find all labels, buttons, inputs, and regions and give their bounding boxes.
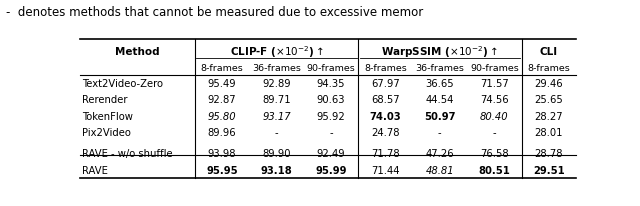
Text: 92.49: 92.49 <box>317 149 345 159</box>
Text: -: - <box>275 127 278 137</box>
Text: 36-frames: 36-frames <box>415 63 464 72</box>
Text: CLIP-F ($\times10^{-2}$)$\uparrow$: CLIP-F ($\times10^{-2}$)$\uparrow$ <box>230 44 323 60</box>
Text: 95.92: 95.92 <box>317 111 345 121</box>
Text: 36.65: 36.65 <box>426 79 454 89</box>
Text: 92.87: 92.87 <box>207 95 236 105</box>
Text: 92.89: 92.89 <box>262 79 291 89</box>
Text: 89.96: 89.96 <box>207 127 236 137</box>
Text: 95.95: 95.95 <box>206 165 237 175</box>
Text: 29.51: 29.51 <box>533 165 564 175</box>
Text: CLI: CLI <box>540 47 558 57</box>
Text: 36-frames: 36-frames <box>252 63 301 72</box>
Text: 47.26: 47.26 <box>426 149 454 159</box>
Text: 44.54: 44.54 <box>426 95 454 105</box>
Text: 68.57: 68.57 <box>371 95 399 105</box>
Text: 93.17: 93.17 <box>262 111 291 121</box>
Text: 89.90: 89.90 <box>262 149 291 159</box>
Text: 8-frames: 8-frames <box>200 63 243 72</box>
Text: 71.44: 71.44 <box>371 165 399 175</box>
Text: 48.81: 48.81 <box>426 165 454 175</box>
Text: 93.98: 93.98 <box>207 149 236 159</box>
Text: 74.56: 74.56 <box>480 95 509 105</box>
Text: 95.99: 95.99 <box>315 165 347 175</box>
Text: 8-frames: 8-frames <box>364 63 406 72</box>
Text: -: - <box>492 127 496 137</box>
Text: 90.63: 90.63 <box>317 95 345 105</box>
Text: 28.01: 28.01 <box>534 127 563 137</box>
Text: 28.78: 28.78 <box>534 149 563 159</box>
Text: 90-frames: 90-frames <box>307 63 355 72</box>
Text: 80.40: 80.40 <box>480 111 509 121</box>
Text: -  denotes methods that cannot be measured due to excessive memor: - denotes methods that cannot be measure… <box>6 6 424 19</box>
Text: 95.80: 95.80 <box>207 111 236 121</box>
Text: 71.57: 71.57 <box>480 79 509 89</box>
Text: 25.65: 25.65 <box>534 95 563 105</box>
Text: WarpSSIM ($\times10^{-2}$)$\uparrow$: WarpSSIM ($\times10^{-2}$)$\uparrow$ <box>381 44 498 60</box>
Text: 89.71: 89.71 <box>262 95 291 105</box>
Text: 24.78: 24.78 <box>371 127 399 137</box>
Text: 80.51: 80.51 <box>478 165 510 175</box>
Text: 76.58: 76.58 <box>480 149 509 159</box>
Text: 8-frames: 8-frames <box>527 63 570 72</box>
Text: Rerender: Rerender <box>83 95 128 105</box>
Text: 94.35: 94.35 <box>317 79 345 89</box>
Text: RAVE: RAVE <box>83 165 108 175</box>
Text: 67.97: 67.97 <box>371 79 400 89</box>
Text: Method: Method <box>115 47 159 57</box>
Text: 71.78: 71.78 <box>371 149 399 159</box>
Text: -: - <box>438 127 442 137</box>
Text: 93.18: 93.18 <box>260 165 292 175</box>
Text: RAVE - w/o shuffle: RAVE - w/o shuffle <box>83 149 173 159</box>
Text: TokenFlow: TokenFlow <box>83 111 133 121</box>
Text: 28.27: 28.27 <box>534 111 563 121</box>
Text: Pix2Video: Pix2Video <box>83 127 131 137</box>
Text: -: - <box>329 127 333 137</box>
Text: 50.97: 50.97 <box>424 111 456 121</box>
Text: 29.46: 29.46 <box>534 79 563 89</box>
Text: 90-frames: 90-frames <box>470 63 518 72</box>
Text: Text2Video-Zero: Text2Video-Zero <box>83 79 163 89</box>
Text: 95.49: 95.49 <box>207 79 236 89</box>
Text: 74.03: 74.03 <box>369 111 401 121</box>
